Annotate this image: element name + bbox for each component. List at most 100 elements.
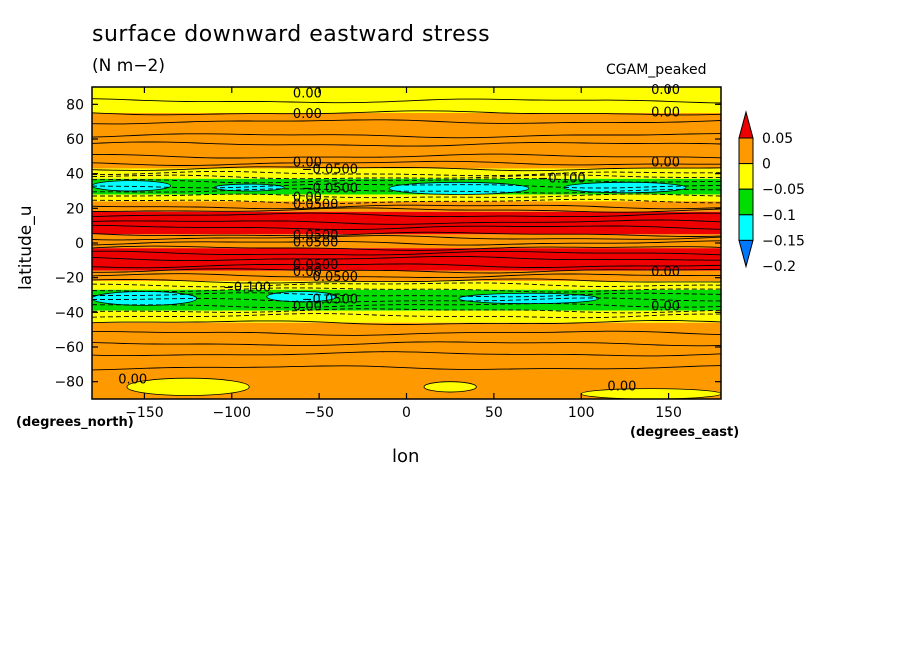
band-4 [92,194,721,202]
band-5 [92,201,721,212]
contour-line-16 [92,207,722,213]
y-tick-label-0: 80 [66,97,84,113]
patch-6 [458,292,600,305]
contour-label-12: 0.0500 [293,235,339,250]
patch-9 [580,388,722,400]
x-axis-unit: (degrees_east) [630,425,740,440]
contour-line-21 [91,235,722,241]
colorbar-label-2: −0.05 [762,182,805,198]
contour-label-3: 0.00 [651,105,680,120]
band-2 [92,168,721,179]
contour-label-17: −0.0500 [302,293,358,308]
y-tick-label-7: −60 [54,340,84,356]
contour-line-27 [92,268,722,274]
colorbar-label-3: −0.1 [762,208,796,224]
colorbar-label-5: −0.2 [762,259,796,275]
y-axis-unit: (degrees_north) [16,415,134,430]
contour-line-4 [91,141,722,147]
contour-line-3 [91,133,722,139]
contour-label-22: 0.00 [607,379,636,394]
contour-line-34 [91,303,722,309]
y-tick-label-5: −20 [54,271,84,287]
y-axis-label: latitude_u [16,205,36,291]
contour-line-32 [92,292,722,298]
contour-line-11 [92,183,721,189]
contour-line-14 [91,198,721,205]
contour-line-33 [92,297,721,303]
colorbar-label-4: −0.15 [762,233,805,249]
colorbar-segment-3 [738,188,754,216]
contour-line-40 [91,351,722,357]
contour-label-5: −0.0500 [302,163,358,178]
contour-line-39 [91,341,722,347]
contour-line-7 [91,166,722,172]
contour-line-31 [91,287,721,293]
contour-line-6 [91,160,721,166]
contour-line-29 [91,278,722,284]
y-tick-label-1: 60 [66,132,84,148]
contour-label-16: −0.100 [223,281,271,296]
x-tick-label-1: −100 [213,405,251,421]
band-6 [92,211,721,235]
contour-line-35 [92,308,722,314]
chart-title: surface downward eastward stress [92,22,491,47]
contour-line-19 [91,224,722,231]
colorbar-segment-4 [738,214,754,241]
contour-line-17 [91,212,722,218]
contour-line-2 [91,119,722,125]
units-label: (N m−2) [92,56,166,76]
y-tick-label-6: −40 [54,305,84,321]
contour-label-1: 0.00 [293,107,322,122]
contour-line-20 [91,231,722,237]
x-tick-label-3: 0 [402,405,411,421]
contour-label-18: 0.00 [293,300,322,315]
contour-label-2: 0.00 [651,83,680,98]
band-10 [92,281,721,290]
colorbar-bottom-triangle [738,239,754,269]
contour-line-1 [91,110,722,116]
colorbar-segment-2 [738,163,754,190]
contour-label-20: 0.00 [651,300,680,315]
contour-label-21: 0.00 [118,372,147,387]
contour-line-15 [91,204,722,210]
contour-line-10 [92,178,722,184]
y-tick-label-8: −80 [54,375,84,391]
y-tick-label-3: 20 [66,201,84,217]
band-7 [92,234,721,249]
model-label: CGAM_peaked [606,62,707,78]
colorbar-label-1: 0 [762,157,771,173]
colorbar-segment-1 [738,137,754,165]
contour-line-30 [91,282,722,288]
contour-line-8 [92,170,722,177]
contour-line-24 [91,250,722,256]
contour-line-22 [91,240,722,246]
contour-line-12 [91,188,722,194]
contour-line-25 [91,255,721,262]
contour-line-41 [91,365,722,371]
contour-label-7: −0.100 [538,171,586,186]
contour-label-6: −0.0500 [302,182,358,197]
contour-line-23 [91,245,722,251]
band-1 [92,113,721,169]
band-9 [92,270,721,282]
contour-line-5 [91,153,722,159]
x-tick-label-4: 50 [485,405,503,421]
contour-label-4: 0.00 [293,156,322,171]
x-tick-label-5: 100 [568,405,595,421]
x-tick-label-0: −150 [125,405,163,421]
x-tick-label-6: 150 [655,405,682,421]
contour-label-11: 0.0500 [293,229,339,244]
colorbar-top-triangle [738,110,754,139]
contour-line-18 [91,219,722,225]
colorbar-label-0: 0.05 [762,131,793,147]
patch-7 [126,377,250,396]
contour-line-36 [91,313,721,319]
contour-line-13 [92,193,722,199]
contour-line-38 [92,330,722,336]
contour-label-8: 0.00 [651,156,680,171]
contour-line-0 [91,98,722,104]
contour-line-28 [91,273,722,279]
contour-line-9 [91,174,721,180]
x-tick-label-2: −50 [304,405,334,421]
contour-label-13: 0.0500 [293,258,339,273]
